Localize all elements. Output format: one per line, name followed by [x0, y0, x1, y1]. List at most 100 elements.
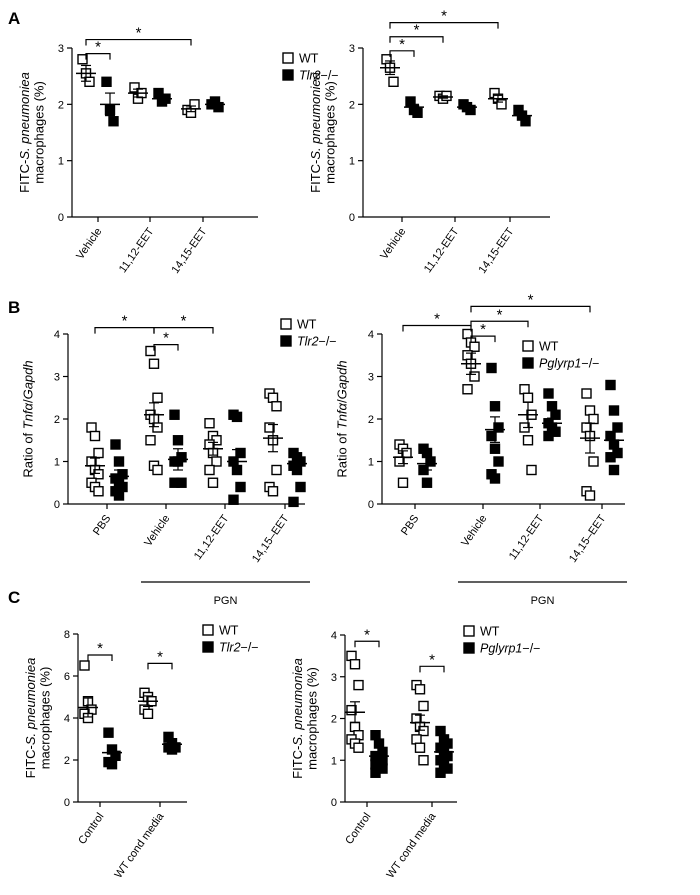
- data-point: [346, 704, 357, 716]
- y-tick-label: 0: [58, 212, 64, 224]
- data-point: [469, 371, 480, 382]
- data-point: [271, 464, 282, 476]
- y-tick-label: 2: [331, 714, 337, 726]
- legend-marker: [463, 625, 475, 637]
- series-wt: [393, 328, 600, 501]
- legend-label: WT: [480, 625, 500, 639]
- y-tick-label: 2: [349, 99, 355, 111]
- legend-label: WT: [297, 318, 317, 332]
- data-point: [605, 452, 616, 463]
- data-point: [370, 767, 381, 778]
- significance-star: *: [414, 22, 420, 39]
- significance-star: *: [181, 313, 187, 330]
- legend-marker: [522, 357, 534, 369]
- x-tick-label: 11,12-EET: [117, 226, 157, 276]
- data-point: [349, 659, 361, 670]
- legend-marker: [280, 335, 292, 347]
- legend-marker: [463, 642, 475, 654]
- y-tick-label: 0: [331, 797, 337, 809]
- data-point: [101, 76, 112, 88]
- data-point: [86, 422, 97, 433]
- legend-label: WT: [219, 624, 239, 638]
- significance-star: *: [364, 626, 370, 643]
- significance-star: *: [497, 306, 503, 323]
- series-wt: [78, 660, 158, 724]
- legend: WT Pglyrp1−/−: [463, 625, 540, 656]
- series-wt: [345, 650, 430, 766]
- series-wt: [85, 345, 283, 497]
- data-point: [581, 388, 592, 399]
- y-axis-label: FITC-S. pneumonieamacrophages (%): [290, 658, 320, 779]
- data-point: [414, 742, 426, 753]
- data-point: [142, 708, 154, 719]
- y-tick-label: 4: [331, 630, 337, 642]
- data-point: [110, 439, 121, 450]
- data-point: [267, 392, 279, 403]
- data-point: [264, 422, 275, 433]
- legend-marker: [522, 340, 534, 352]
- legend-marker: [202, 641, 214, 653]
- data-point: [349, 721, 361, 733]
- data-point: [526, 464, 537, 476]
- y-tick-label: 3: [331, 672, 337, 684]
- significance-bracket: [389, 36, 444, 43]
- data-point: [93, 486, 104, 497]
- data-point: [211, 456, 222, 467]
- significance-star: *: [163, 330, 169, 347]
- data-point: [493, 422, 504, 433]
- series-wt: [76, 54, 201, 118]
- legend: WT Tlr2−/−: [202, 624, 259, 655]
- data-point: [228, 494, 239, 505]
- x-tick-label: PBS: [91, 513, 113, 538]
- panel-letter-C: C: [8, 588, 20, 607]
- data-point: [231, 411, 243, 423]
- legend-marker: [282, 69, 294, 81]
- data-point: [520, 116, 531, 127]
- series-ko: [369, 725, 454, 778]
- data-point: [388, 76, 399, 88]
- significance-star: *: [122, 313, 128, 330]
- data-point: [550, 409, 561, 420]
- chart-A2: 0 1 2 3 FITC-S. pneumonieamacrophages (%) Veh…: [308, 8, 550, 276]
- data-point: [414, 684, 426, 695]
- legend: WT Pglyrp1−/−: [522, 340, 599, 371]
- data-point: [412, 107, 423, 118]
- data-point: [77, 54, 88, 65]
- significance-star: *: [97, 640, 103, 657]
- significance-star: *: [157, 648, 163, 665]
- data-point: [145, 345, 156, 357]
- data-point: [172, 435, 184, 446]
- y-tick-label: 1: [58, 156, 64, 168]
- data-point: [612, 422, 623, 433]
- data-point: [93, 447, 104, 459]
- x-tick-label: Vehicle: [142, 513, 172, 549]
- data-point: [373, 738, 385, 749]
- significance-star: *: [136, 25, 142, 42]
- data-point: [152, 464, 163, 476]
- data-point: [113, 456, 125, 467]
- data-point: [207, 477, 219, 488]
- data-point: [489, 473, 501, 484]
- data-point: [493, 456, 504, 467]
- y-axis-label: Ratio of Tnfα/Gapdh: [21, 360, 36, 477]
- data-point: [543, 388, 554, 399]
- y-tick-label: 1: [54, 457, 60, 469]
- y-tick-label: 3: [58, 43, 64, 55]
- significance-bracket: [147, 662, 173, 670]
- significance-bracket: [153, 327, 214, 334]
- chart-C2: 0 1 2 3 4 FITC-S. pneumonieamacrophages (%) Co…: [290, 625, 541, 881]
- series-ko: [404, 96, 532, 127]
- data-point: [462, 384, 473, 395]
- data-point: [267, 486, 279, 497]
- significance-bracket: [87, 654, 113, 661]
- data-point: [169, 477, 180, 488]
- y-tick-label: 4: [54, 329, 60, 341]
- data-point: [204, 418, 215, 429]
- significance-star: *: [434, 311, 440, 328]
- x-tick-label: Vehicle: [378, 226, 408, 262]
- data-point: [489, 401, 501, 412]
- data-point: [89, 430, 101, 442]
- significance-star: *: [480, 321, 486, 338]
- data-point: [295, 481, 306, 493]
